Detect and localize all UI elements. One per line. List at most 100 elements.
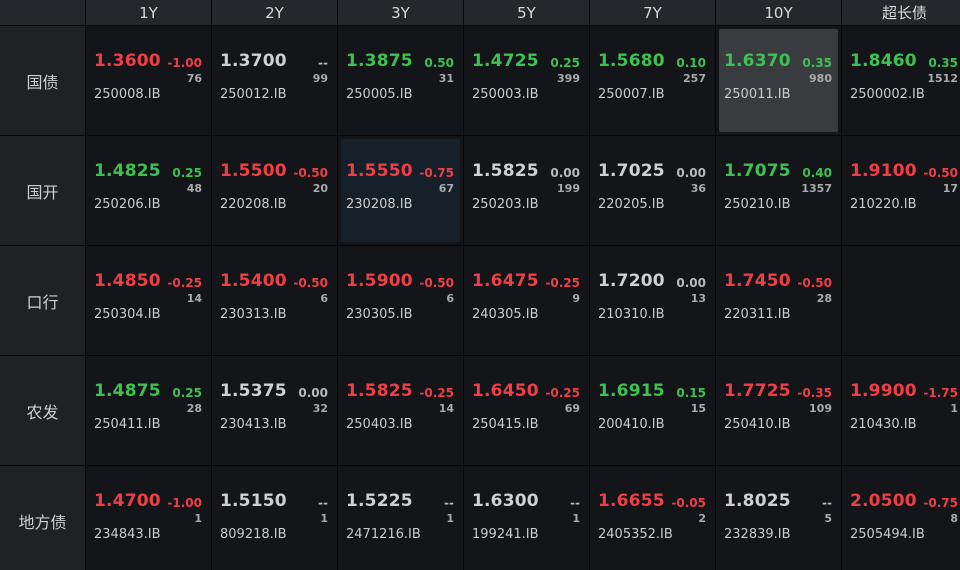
bond-code: 230413.IB bbox=[220, 417, 287, 432]
yield-price: 2.0500 bbox=[850, 491, 917, 511]
cell-highlight bbox=[719, 469, 838, 570]
quote-cell[interactable]: 1.3875 0.50 31 250005.IB bbox=[338, 26, 463, 135]
yield-price: 1.4700 bbox=[94, 491, 161, 511]
quote-cell[interactable]: 1.4825 0.25 48 250206.IB bbox=[86, 136, 211, 245]
trade-volume: 5 bbox=[824, 512, 832, 525]
quote-cell[interactable]: 1.6475 -0.25 9 240305.IB bbox=[464, 246, 589, 355]
quote-cell[interactable]: 1.5825 0.00 199 250203.IB bbox=[464, 136, 589, 245]
bond-code: 250007.IB bbox=[598, 87, 665, 102]
quote-cell[interactable]: 1.9900 -1.75 1 210430.IB bbox=[842, 356, 960, 465]
bond-code: 220208.IB bbox=[220, 197, 287, 212]
quote-cell[interactable]: 1.8460 0.35 1512 2500002.IB bbox=[842, 26, 960, 135]
trade-volume: 199 bbox=[557, 182, 580, 195]
yield-change: -- bbox=[570, 496, 580, 510]
quote-cell[interactable]: 1.6370 0.35 980 250011.IB bbox=[716, 26, 841, 135]
quote-cell[interactable]: 1.6300 -- 1 199241.IB bbox=[464, 466, 589, 570]
trade-volume: 13 bbox=[690, 292, 706, 305]
bond-code: 2505494.IB bbox=[850, 527, 925, 542]
trade-volume: 32 bbox=[312, 402, 328, 415]
trade-volume: 6 bbox=[320, 292, 328, 305]
bond-code: 809218.IB bbox=[220, 527, 287, 542]
trade-volume: 9 bbox=[572, 292, 580, 305]
quote-cell[interactable]: 1.6655 -0.05 2 2405352.IB bbox=[590, 466, 715, 570]
bond-code: 250005.IB bbox=[346, 87, 413, 102]
yield-price: 1.5825 bbox=[346, 381, 413, 401]
quote-cell[interactable]: 1.5400 -0.50 6 230313.IB bbox=[212, 246, 337, 355]
yield-price: 1.6370 bbox=[724, 51, 791, 71]
yield-price: 1.3600 bbox=[94, 51, 161, 71]
trade-volume: 1512 bbox=[927, 72, 958, 85]
yield-change: -0.50 bbox=[419, 276, 454, 290]
row-header[interactable]: 地方债 bbox=[0, 466, 85, 570]
trade-volume: 28 bbox=[816, 292, 832, 305]
quote-cell[interactable]: 1.4875 0.25 28 250411.IB bbox=[86, 356, 211, 465]
quote-cell[interactable]: 1.5500 -0.50 20 220208.IB bbox=[212, 136, 337, 245]
quote-cell[interactable]: 1.5825 -0.25 14 250403.IB bbox=[338, 356, 463, 465]
trade-volume: 31 bbox=[438, 72, 454, 85]
column-header[interactable]: 3Y bbox=[338, 0, 463, 25]
quote-cell[interactable]: 1.7725 -0.35 109 250410.IB bbox=[716, 356, 841, 465]
quote-cell[interactable]: 1.7450 -0.50 28 220311.IB bbox=[716, 246, 841, 355]
yield-change: -0.25 bbox=[167, 276, 202, 290]
trade-volume: 1 bbox=[446, 512, 454, 525]
quote-cell[interactable]: 1.4850 -0.25 14 250304.IB bbox=[86, 246, 211, 355]
quote-cell[interactable]: 1.4725 0.25 399 250003.IB bbox=[464, 26, 589, 135]
column-header[interactable]: 1Y bbox=[86, 0, 211, 25]
yield-price: 1.9100 bbox=[850, 161, 917, 181]
yield-price: 1.5680 bbox=[598, 51, 665, 71]
yield-price: 1.5150 bbox=[220, 491, 287, 511]
yield-price: 1.3875 bbox=[346, 51, 413, 71]
yield-price: 1.5225 bbox=[346, 491, 413, 511]
row-header[interactable]: 农发 bbox=[0, 356, 85, 465]
row-header[interactable]: 国开 bbox=[0, 136, 85, 245]
trade-volume: 8 bbox=[950, 512, 958, 525]
yield-change: -- bbox=[318, 496, 328, 510]
yield-change: -0.50 bbox=[923, 166, 958, 180]
trade-volume: 28 bbox=[186, 402, 202, 415]
quote-cell[interactable]: 1.7075 0.40 1357 250210.IB bbox=[716, 136, 841, 245]
quote-cell[interactable]: 1.6450 -0.25 69 250415.IB bbox=[464, 356, 589, 465]
yield-price: 1.7725 bbox=[724, 381, 791, 401]
quote-cell[interactable]: 1.3600 -1.00 76 250008.IB bbox=[86, 26, 211, 135]
quote-cell[interactable]: 1.9100 -0.50 17 210220.IB bbox=[842, 136, 960, 245]
quote-cell[interactable]: 1.5900 -0.50 6 230305.IB bbox=[338, 246, 463, 355]
yield-price: 1.8460 bbox=[850, 51, 917, 71]
column-header[interactable]: 超长债 bbox=[842, 0, 960, 25]
quote-cell[interactable]: 1.8025 -- 5 232839.IB bbox=[716, 466, 841, 570]
yield-change: -1.00 bbox=[167, 496, 202, 510]
bond-code: 250415.IB bbox=[472, 417, 539, 432]
column-header[interactable]: 7Y bbox=[590, 0, 715, 25]
quote-cell[interactable]: 1.5225 -- 1 2471216.IB bbox=[338, 466, 463, 570]
quote-cell[interactable]: 1.5680 0.10 257 250007.IB bbox=[590, 26, 715, 135]
row-header[interactable]: 口行 bbox=[0, 246, 85, 355]
bond-code: 250008.IB bbox=[94, 87, 161, 102]
header-corner bbox=[0, 0, 85, 25]
quote-cell[interactable]: 1.4700 -1.00 1 234843.IB bbox=[86, 466, 211, 570]
yield-price: 1.4825 bbox=[94, 161, 161, 181]
yield-change: 0.25 bbox=[172, 166, 202, 180]
yield-price: 1.4875 bbox=[94, 381, 161, 401]
yield-change: -0.25 bbox=[545, 276, 580, 290]
quote-cell[interactable]: 1.5550 -0.75 67 230208.IB bbox=[338, 136, 463, 245]
yield-price: 1.7200 bbox=[598, 271, 665, 291]
column-header[interactable]: 2Y bbox=[212, 0, 337, 25]
row-header[interactable]: 国债 bbox=[0, 26, 85, 135]
quote-cell-empty bbox=[842, 246, 960, 355]
quote-cell[interactable]: 1.7200 0.00 13 210310.IB bbox=[590, 246, 715, 355]
quote-cell[interactable]: 2.0500 -0.75 8 2505494.IB bbox=[842, 466, 960, 570]
quote-cell[interactable]: 1.6915 0.15 15 200410.IB bbox=[590, 356, 715, 465]
column-header[interactable]: 5Y bbox=[464, 0, 589, 25]
trade-volume: 980 bbox=[809, 72, 832, 85]
yield-change: -- bbox=[318, 56, 328, 70]
yield-change: 0.00 bbox=[676, 276, 706, 290]
quote-cell[interactable]: 1.7025 0.00 36 220205.IB bbox=[590, 136, 715, 245]
quote-cell[interactable]: 1.3700 -- 99 250012.IB bbox=[212, 26, 337, 135]
quote-cell[interactable]: 1.5150 -- 1 809218.IB bbox=[212, 466, 337, 570]
trade-volume: 14 bbox=[186, 292, 202, 305]
column-header[interactable]: 10Y bbox=[716, 0, 841, 25]
trade-volume: 67 bbox=[438, 182, 454, 195]
bond-code: 199241.IB bbox=[472, 527, 539, 542]
quote-cell[interactable]: 1.5375 0.00 32 230413.IB bbox=[212, 356, 337, 465]
trade-volume: 99 bbox=[312, 72, 328, 85]
